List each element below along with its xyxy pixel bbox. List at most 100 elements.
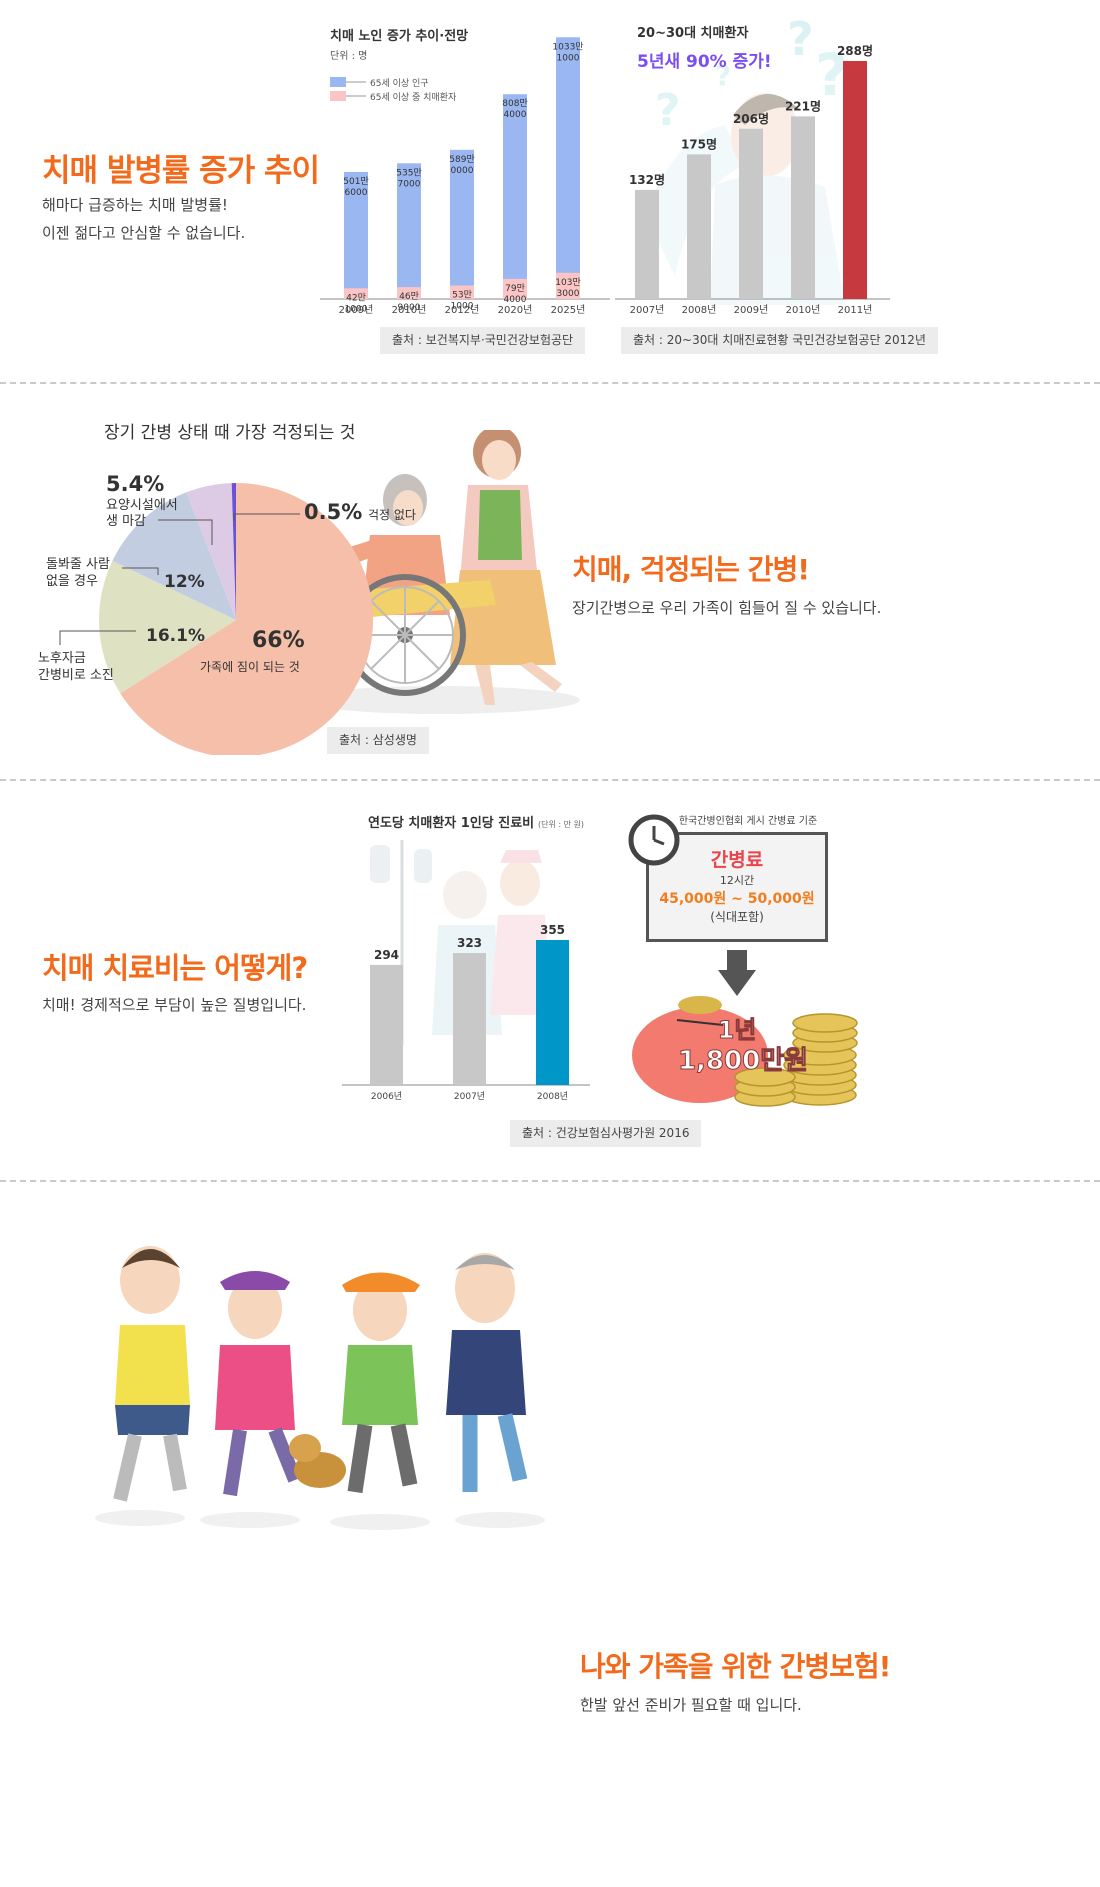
population-label: 1033만 (552, 41, 583, 52)
fee-title: 간병료 (710, 849, 764, 871)
pie-label-none: 걱정 없다 (368, 508, 416, 522)
pie-leader-facility (158, 519, 213, 545)
chart-a-unit: 단위 : 명 (330, 49, 367, 62)
pie-slice (186, 483, 236, 620)
pie-slice (231, 483, 236, 620)
annual-cost-amount: 1,800만원 (677, 1046, 809, 1077)
population-bar (556, 37, 580, 299)
population-bar (503, 94, 527, 300)
clock-icon (628, 814, 680, 866)
cost-value-label: 294 (374, 948, 399, 962)
pie-value-funds: 16.1% (146, 626, 205, 646)
divider-3 (0, 1180, 1100, 1182)
population-label: 7000 (398, 179, 421, 189)
patient-count-bar (843, 61, 867, 299)
pie-slice (112, 492, 236, 620)
population-label: 0000 (451, 166, 474, 176)
chart-a-tick-label: 2012년 (445, 304, 480, 316)
section1-headline: 치매 발병률 증가 추이 (42, 153, 320, 189)
patient-label: 42만 (346, 292, 366, 303)
section4-desc: 한발 앞선 준비가 필요할 때 입니다. (580, 1696, 802, 1714)
population-label: 1000 (557, 53, 580, 63)
pie-value-none: 0.5% (304, 500, 362, 524)
patient-count-label: 221명 (785, 99, 821, 113)
pie-slice (99, 560, 236, 694)
section2-desc: 장기간병으로 우리 가족이 힘들어 질 수 있습니다. (572, 599, 882, 617)
chart-a-tick-label: 2009년 (339, 304, 374, 316)
patient-label: 46만 (399, 291, 419, 302)
patient-bar (556, 272, 580, 299)
chart-a-tick-label: 2025년 (551, 304, 586, 316)
chart-b-tick-label: 2011년 (838, 304, 873, 316)
pie-leader-funds (59, 630, 136, 645)
section4-headline: 나와 가족을 위한 간병보험! (580, 1650, 891, 1683)
chart-d-tick-label: 2006년 (371, 1091, 402, 1102)
legend-label: 65세 이상 인구 (370, 78, 429, 89)
cost-bar (453, 953, 486, 1085)
money-bag-coins-illustration (632, 996, 858, 1107)
fee-caption: 한국간병인협회 게시 간병료 기준 (678, 816, 818, 827)
patient-bar (450, 285, 474, 299)
patient-count-bar (739, 128, 763, 299)
patient-label: 1000 (451, 302, 474, 312)
pie-label-funds-1: 노후자금 (38, 651, 86, 666)
section2-headline: 치매, 걱정되는 간병! (572, 553, 810, 586)
fee-hours: 12시간 (719, 874, 755, 887)
patient-count-label: 132명 (629, 173, 665, 187)
patient-label: 9000 (398, 303, 421, 313)
chart-a-title: 치매 노인 증가 추이·전망 (330, 28, 468, 44)
pie-label-nobody-1: 돌봐줄 사람 (46, 557, 110, 572)
patient-label: 53만 (452, 290, 472, 301)
annual-cost-year: 1년 (717, 1016, 757, 1045)
svg-text:?: ? (715, 59, 731, 92)
chart-a-source: 출처 : 보건복지부·국민건강보험공단 (380, 327, 586, 354)
pie-label-funds-2: 간병비로 소진 (38, 668, 114, 683)
patient-label: 103만 (555, 277, 580, 288)
pie-label-nobody-2: 없을 경우 (46, 574, 98, 589)
section3-desc: 치매! 경제적으로 부담이 높은 질병입니다. (42, 996, 307, 1014)
legend-swatch (330, 77, 346, 87)
patient-count-bar (635, 189, 659, 299)
population-label: 589만 (449, 154, 474, 165)
section3-headline: 치매 치료비는 어떻게? (42, 951, 308, 985)
pie-value-facility: 5.4% (106, 472, 164, 496)
population-label: 501만 (343, 176, 368, 187)
patient-count-label: 206명 (733, 112, 769, 126)
patient-count-label: 288명 (837, 44, 873, 58)
pie-label-facility-1: 요양시설에서 (106, 498, 178, 513)
cost-value-label: 323 (457, 936, 482, 950)
chart-b-subtitle: 5년새 90% 증가! (637, 52, 772, 72)
legend-swatch (330, 91, 346, 101)
chart-d-tick-label: 2007년 (454, 1091, 485, 1102)
population-label: 808만 (502, 98, 527, 109)
population-bar (344, 171, 368, 299)
section1-desc-line1: 해마다 급증하는 치매 발병률! (42, 196, 228, 214)
patient-bar (503, 278, 527, 299)
patient-bar (397, 287, 421, 299)
cost-per-patient-chart: 연도당 치매환자 1인당 진료비 (단위 : 만 원) 294 2006년 323 200… (342, 815, 590, 1102)
chart-a-tick-label: 2010년 (392, 304, 427, 316)
arrow-down-icon (718, 950, 756, 996)
patient-count-bar (791, 116, 815, 299)
cost-bar (370, 964, 403, 1085)
chart-b-tick-label: 2008년 (682, 304, 717, 316)
pie-title: 장기 간병 상태 때 가장 걱정되는 것 (104, 423, 356, 443)
chart-b-tick-label: 2009년 (734, 304, 769, 316)
divider-1 (0, 382, 1100, 384)
pie-leader-none (233, 513, 300, 521)
population-bar (450, 149, 474, 299)
pie-leader-nobody (122, 567, 159, 575)
care-worries-pie-chart: 66% 가족에 짐이 되는 것 16.1% 12% 5.4% 0.5% 걱정 없다 요양시설에… (38, 472, 416, 755)
patient-label: 1000 (345, 304, 368, 314)
cost-bar (536, 940, 569, 1085)
patient-label: 3000 (557, 289, 580, 299)
cost-value-label: 355 (540, 923, 565, 937)
pie-label-facility-2: 생 마감 (106, 514, 146, 529)
patient-count-label: 175명 (681, 137, 717, 151)
fee-note: (식대포함) (710, 910, 764, 924)
pie-value-nobody: 12% (164, 572, 205, 592)
chart-b-tick-label: 2010년 (786, 304, 821, 316)
fee-range: 45,000원 ~ 50,000원 (659, 891, 815, 907)
